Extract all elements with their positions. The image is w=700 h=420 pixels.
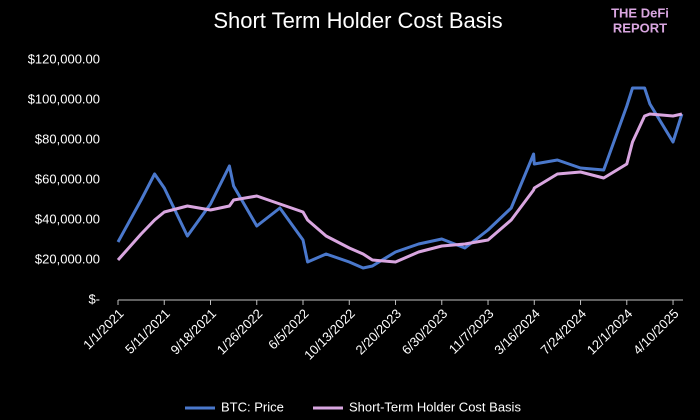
y-tick-label: $20,000.00 [35, 251, 100, 266]
x-tick-label: 10/13/2022 [301, 306, 358, 363]
legend-label: BTC: Price [221, 399, 284, 414]
x-tick-label: 7/24/2024 [538, 306, 590, 358]
legend-label: Short-Term Holder Cost Basis [349, 399, 521, 414]
x-tick-label: 9/18/2021 [168, 306, 220, 358]
x-tick-label: 12/1/2024 [584, 306, 636, 358]
logo-line: REPORT [613, 20, 667, 35]
x-tick-label: 6/30/2023 [399, 306, 451, 358]
logo-line: THE DeFi [611, 5, 669, 20]
x-tick-label: 4/10/2025 [630, 306, 682, 358]
y-tick-label: $100,000.00 [28, 91, 100, 106]
x-tick-label: 3/16/2024 [491, 306, 543, 358]
chart-title: Short Term Holder Cost Basis [213, 8, 502, 33]
x-tick-label: 1/26/2022 [214, 306, 266, 358]
series-line [116, 86, 684, 270]
x-tick-label: 6/5/2022 [265, 306, 311, 352]
y-tick-label: $80,000.00 [35, 131, 100, 146]
x-tick-label: 1/1/2021 [80, 306, 126, 352]
x-tick-label: 2/20/2023 [353, 306, 405, 358]
y-tick-label: $40,000.00 [35, 211, 100, 226]
y-tick-label: $120,000.00 [28, 51, 100, 66]
x-tick-label: 11/7/2023 [446, 306, 497, 357]
x-tick-label: 5/11/2021 [122, 306, 173, 357]
y-tick-label: $60,000.00 [35, 171, 100, 186]
series-line [116, 112, 683, 264]
y-tick-label: $- [88, 291, 100, 306]
